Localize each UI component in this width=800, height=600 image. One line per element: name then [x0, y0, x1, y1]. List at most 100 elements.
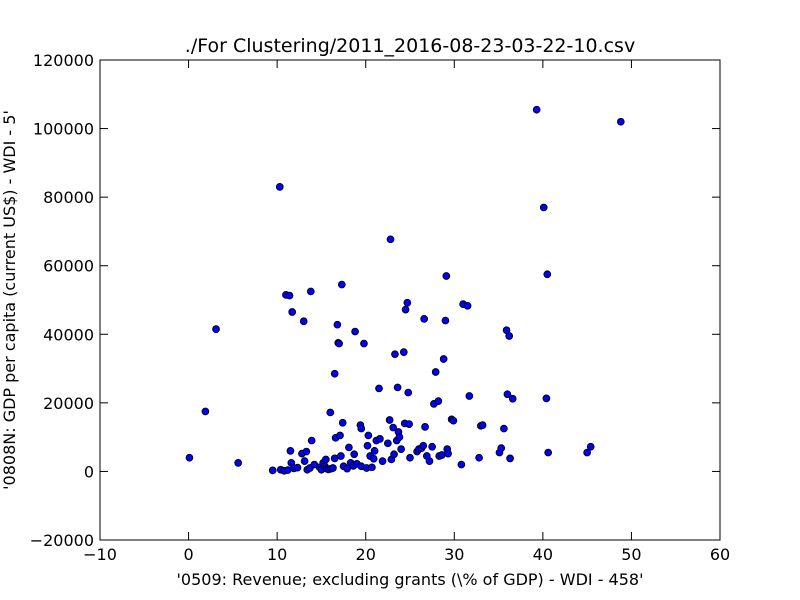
chart-title: ./For Clustering/2011_2016-08-23-03-22-1… — [185, 35, 635, 57]
data-point — [299, 317, 308, 326]
data-point — [268, 466, 277, 475]
data-point — [457, 460, 466, 469]
x-tick-label: 0 — [183, 545, 193, 564]
y-tick-label: 120000 — [33, 51, 94, 70]
y-tick-label: 40000 — [43, 325, 94, 344]
data-point — [283, 466, 292, 474]
data-point — [475, 453, 483, 462]
data-point — [350, 450, 359, 459]
data-point — [397, 445, 405, 453]
data-point — [438, 451, 446, 459]
data-point — [434, 397, 443, 405]
data-point — [465, 392, 474, 400]
data-point — [406, 453, 414, 462]
data-point — [399, 348, 408, 356]
data-point — [391, 350, 399, 359]
data-point — [302, 447, 311, 456]
data-point — [338, 418, 347, 427]
data-point — [337, 452, 345, 460]
data-point — [285, 291, 294, 300]
data-point — [307, 436, 316, 445]
plot-frame — [99, 59, 721, 541]
data-point — [351, 327, 359, 336]
y-tick-label: 20000 — [43, 394, 94, 413]
data-point — [439, 355, 448, 363]
data-point — [326, 408, 335, 417]
y-tick-label: 0 — [84, 462, 94, 481]
x-tick-label: 60 — [710, 545, 730, 564]
data-point — [385, 416, 394, 424]
data-point — [201, 407, 210, 416]
data-point — [378, 457, 387, 465]
data-point — [275, 183, 284, 191]
data-point — [386, 235, 395, 244]
data-point — [421, 423, 429, 431]
data-point — [343, 464, 351, 473]
data-point — [444, 449, 452, 458]
y-axis-label: '0808N: GDP per capita (current US$) - W… — [0, 110, 19, 490]
data-point — [185, 453, 194, 462]
data-point — [431, 368, 440, 376]
y-tick-label: 60000 — [43, 257, 94, 276]
data-point — [586, 442, 595, 451]
x-axis-ticks: −10 0 10 20 30 40 50 60 — [83, 60, 730, 564]
data-point — [542, 394, 551, 403]
data-point — [419, 441, 428, 450]
data-point — [306, 287, 315, 296]
x-axis-label: '0509: Revenue; excluding grants (\% of … — [177, 570, 644, 589]
data-point — [616, 117, 625, 126]
x-tick-label: 50 — [621, 545, 641, 564]
data-point — [288, 308, 297, 316]
x-tick-label: 30 — [444, 545, 464, 564]
data-points — [185, 105, 625, 475]
data-point — [395, 433, 404, 441]
data-point — [375, 384, 383, 393]
data-point — [364, 431, 373, 440]
y-tick-label: −20000 — [30, 531, 94, 550]
data-point — [478, 421, 487, 429]
data-point — [345, 443, 353, 452]
data-point — [401, 305, 410, 314]
y-tick-label: 100000 — [33, 120, 94, 139]
data-point — [539, 203, 548, 212]
data-point — [333, 320, 342, 329]
data-point — [337, 280, 346, 289]
data-point — [506, 454, 514, 463]
data-point — [390, 450, 398, 459]
data-point — [376, 435, 384, 443]
data-point — [404, 388, 413, 397]
data-point — [234, 459, 243, 467]
data-point — [497, 444, 506, 452]
data-point — [322, 455, 330, 464]
data-point — [449, 416, 458, 425]
data-point — [500, 424, 508, 433]
data-point — [425, 457, 434, 465]
data-point — [329, 464, 337, 472]
data-point — [505, 332, 514, 340]
data-point — [508, 394, 517, 403]
x-tick-label: 10 — [267, 545, 287, 564]
data-point — [441, 316, 450, 325]
data-point — [384, 439, 392, 448]
data-point — [293, 463, 302, 472]
data-point — [336, 431, 344, 440]
data-point — [405, 420, 413, 428]
data-point — [463, 301, 472, 310]
data-point — [330, 369, 339, 378]
data-point — [363, 441, 372, 450]
data-point — [428, 442, 436, 451]
y-axis-ticks: −20000 0 20000 40000 60000 80000 100000 120000 — [30, 51, 720, 550]
data-point — [544, 448, 553, 457]
data-point — [442, 272, 451, 280]
data-point — [368, 463, 376, 472]
data-point — [357, 424, 366, 433]
data-point — [360, 339, 368, 348]
data-point — [583, 448, 591, 457]
data-point — [503, 390, 512, 399]
data-point — [403, 298, 412, 307]
y-tick-label: 80000 — [43, 188, 94, 207]
data-point — [212, 325, 220, 333]
data-point — [300, 457, 309, 465]
